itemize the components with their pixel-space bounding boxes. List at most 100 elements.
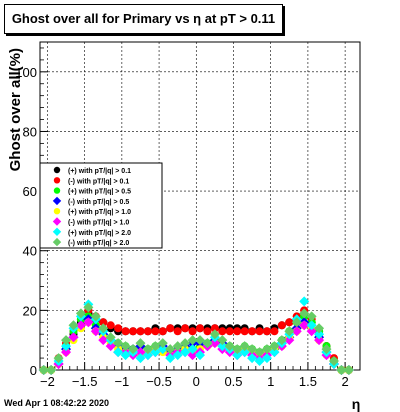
data-point (180, 338, 191, 349)
data-point (218, 327, 227, 336)
data-point (53, 353, 64, 364)
data-point (240, 327, 249, 336)
legend-marker (52, 227, 62, 236)
data-point (142, 344, 153, 355)
data-point (209, 329, 220, 340)
data-point (150, 347, 161, 358)
legend-marker (53, 177, 61, 184)
data-point (157, 338, 168, 349)
data-point (187, 350, 198, 361)
data-point (233, 327, 242, 336)
data-point (150, 341, 161, 352)
data-point (173, 327, 182, 336)
data-point (291, 326, 302, 337)
legend-marker (53, 166, 61, 174)
data-point (46, 365, 57, 375)
data-point (261, 344, 272, 355)
data-points (38, 296, 354, 375)
data-point (157, 344, 168, 355)
data-point (136, 327, 145, 336)
data-point (105, 332, 116, 343)
legend-marker (52, 237, 62, 247)
x-tick-label: 1 (267, 374, 274, 389)
data-point (255, 327, 264, 336)
x-tick-label: −2 (40, 374, 55, 389)
data-point (61, 347, 72, 358)
data-point (343, 365, 354, 375)
data-point (291, 317, 302, 328)
data-point (187, 344, 198, 355)
timestamp: Wed Apr 1 08:42:22 2020 (4, 398, 110, 408)
data-point (38, 365, 49, 375)
data-point (121, 327, 130, 336)
data-point (314, 335, 325, 346)
data-point (135, 353, 146, 364)
data-point (254, 356, 265, 367)
y-tick-label: 0 (30, 363, 37, 378)
y-tick-label: 100 (15, 65, 37, 80)
data-point (75, 308, 86, 319)
legend-marker (52, 217, 62, 226)
legend-entry: (+) with pT/|q| > 0.1 (68, 168, 131, 175)
y-axis-title: Ghost over all(%) (7, 48, 24, 171)
data-point (277, 321, 286, 330)
legend-marker (52, 196, 62, 206)
x-tick-label: −1 (114, 374, 129, 389)
data-point (306, 320, 317, 331)
data-point (285, 318, 294, 327)
data-point (98, 335, 109, 346)
data-point (262, 327, 271, 336)
data-point (195, 335, 205, 346)
data-point (165, 344, 176, 355)
data-point (209, 338, 220, 349)
data-point (224, 341, 235, 352)
data-point (314, 323, 325, 334)
legend-box (39, 162, 163, 249)
data-point (232, 344, 243, 355)
data-point (314, 329, 325, 340)
legend-entry: (+) with pT/|q| > 0.5 (68, 189, 131, 196)
data-point (113, 338, 124, 349)
data-point (105, 341, 116, 352)
data-point (114, 324, 123, 333)
data-point (203, 327, 212, 336)
data-point (299, 308, 310, 319)
data-point (188, 327, 197, 336)
data-point (284, 335, 295, 346)
data-point (135, 347, 146, 358)
data-point (135, 338, 146, 349)
x-tick-label: 0 (193, 374, 200, 389)
data-point (165, 353, 176, 364)
data-point (120, 350, 131, 361)
x-tick-label: 0.5 (224, 374, 242, 389)
data-point (299, 296, 310, 307)
data-point (328, 356, 339, 367)
data-point (247, 344, 258, 355)
data-point (180, 347, 191, 358)
data-point (270, 327, 279, 336)
chart-title: Ghost over all for Primary vs η at pT > … (4, 4, 283, 34)
data-point (195, 350, 205, 361)
y-tick-label: 20 (23, 303, 37, 318)
data-point (239, 341, 250, 352)
data-point (306, 326, 317, 337)
legend-entry: (-) with pT/|q| > 0.1 (68, 178, 129, 185)
data-point (181, 324, 190, 333)
data-point (61, 341, 72, 352)
legend-entry: (-) with pT/|q| > 0.5 (68, 199, 129, 206)
data-point (98, 323, 109, 334)
data-point (196, 324, 204, 333)
data-point (158, 327, 167, 336)
x-axis-title: η (352, 396, 361, 412)
data-point (120, 341, 131, 352)
data-point (187, 335, 198, 346)
data-point (299, 320, 310, 331)
data-point (321, 344, 332, 355)
series-8 (38, 302, 354, 375)
data-point (336, 365, 347, 375)
data-point (129, 327, 138, 336)
x-tick-label: 2 (341, 374, 348, 389)
legend-marker (53, 208, 61, 215)
